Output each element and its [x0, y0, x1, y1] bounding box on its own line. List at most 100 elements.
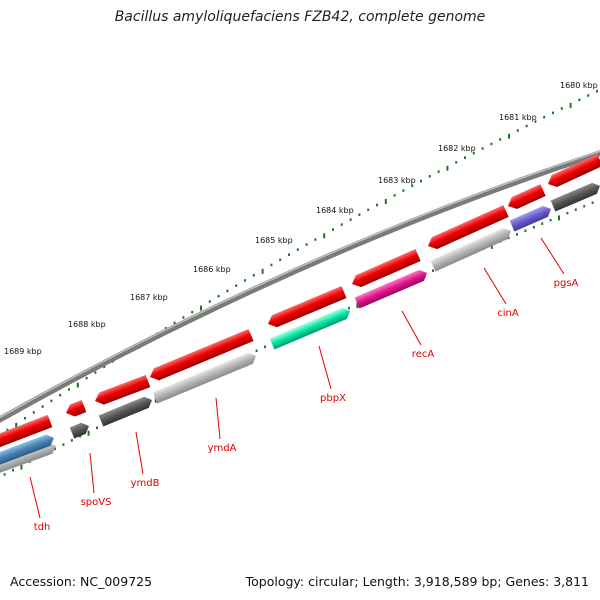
ruler-tick — [279, 258, 282, 262]
ruler-tick — [217, 294, 220, 298]
forward-cds-shape — [0, 414, 53, 448]
ruler-tick — [525, 124, 528, 128]
gene-label-cinA: cinA — [497, 308, 519, 319]
ruler-tick — [226, 289, 229, 293]
tick-labels: 1680 kbp 1681 kbp 1682 kbp 1683 kbp 1684 kbp… — [4, 81, 598, 356]
gene-label-ymdA: ymdA — [208, 443, 237, 454]
ruler-tick — [464, 156, 466, 159]
tick-label: 1686 kbp — [193, 265, 231, 274]
gene-spoVS — [69, 422, 90, 439]
gene-label-pgsA: pgsA — [554, 278, 579, 289]
ruler-tick — [516, 129, 519, 132]
ruler-tick — [305, 243, 308, 246]
ruler-tick — [288, 253, 290, 256]
tick-label: 1687 kbp — [130, 293, 168, 302]
accession-text: Accession: NC_009725 — [10, 574, 153, 589]
ruler-tick — [358, 213, 361, 216]
inner-ruler-tick — [264, 345, 266, 349]
ruler-tick — [252, 274, 255, 277]
ruler-tick — [15, 422, 18, 428]
genome-stats-text: Topology: circular; Length: 3,918,589 bp… — [245, 574, 589, 589]
inner-ruler-tick — [348, 306, 350, 310]
forward-cds-shape — [548, 154, 600, 187]
ruler-tick — [472, 151, 475, 155]
ruler-tick — [103, 365, 106, 369]
ruler-tick — [323, 233, 326, 239]
reverse-cds — [0, 442, 57, 476]
gene-shape — [98, 396, 152, 427]
gene-pgsA — [509, 205, 551, 232]
ruler-tick — [490, 142, 493, 146]
ruler-tick — [578, 98, 581, 102]
ruler-tick — [244, 279, 246, 282]
map-title: Bacillus amyloliquefaciens FZB42, comple… — [114, 9, 486, 25]
gene-callout-line — [540, 237, 565, 275]
ruler-tick — [270, 263, 273, 267]
ruler-tick — [569, 102, 572, 108]
inner-ruler-tick — [516, 233, 518, 236]
inner-ruler-tick — [566, 211, 569, 215]
gene-callout-line — [318, 345, 332, 390]
inner-ruler-tick — [54, 447, 56, 451]
ruler-tick — [552, 111, 554, 115]
ruler-tick — [349, 218, 352, 221]
forward-cds-shape — [268, 286, 347, 328]
gene-shape — [269, 307, 351, 350]
gene-callout-line — [401, 310, 422, 346]
tick-label: 1684 kbp — [316, 206, 354, 215]
inner-ruler-tick — [490, 243, 493, 249]
inner-ruler-tick — [532, 225, 535, 229]
ruler-tick — [164, 327, 167, 330]
genome-backbone-highlight — [0, 150, 600, 419]
gene-shape — [152, 352, 257, 404]
forward-cds — [508, 184, 546, 210]
inner-ruler-tick — [549, 218, 552, 222]
inner-ruler-tick — [591, 201, 594, 204]
ruler-tick — [32, 411, 35, 414]
forward-cds-shape — [428, 205, 509, 250]
tick-marks — [3, 90, 598, 476]
reverse-cds-shape — [550, 182, 600, 212]
forward-cds — [268, 286, 347, 328]
gene-callout-line — [89, 452, 95, 494]
gene-features[interactable] — [0, 154, 600, 476]
tick-label: 1689 kbp — [4, 347, 42, 356]
ruler-tick — [296, 248, 299, 251]
ruler-tick — [420, 179, 422, 183]
ruler-tick — [182, 316, 185, 319]
ruler-tick — [68, 388, 70, 391]
reverse-cds — [550, 182, 600, 212]
tick-label: 1682 kbp — [438, 144, 476, 153]
inner-ruler-tick — [541, 222, 544, 225]
ruler-tick — [41, 405, 44, 408]
ruler-tick — [235, 284, 238, 287]
inner-ruler-tick — [79, 434, 82, 438]
inner-ruler-tick — [12, 468, 14, 472]
ruler-tick — [596, 90, 598, 93]
tick-label: 1688 kbp — [68, 320, 106, 329]
gene-callout-line — [135, 431, 144, 475]
inner-ruler-tick — [255, 349, 258, 353]
ruler-tick — [411, 184, 414, 188]
ruler-tick — [191, 310, 194, 314]
gene-shape — [354, 269, 427, 309]
inner-ruler-tick — [507, 236, 510, 240]
ruler-tick — [376, 203, 378, 207]
tick-label: 1680 kbp — [560, 81, 598, 90]
ruler-tick — [340, 223, 343, 226]
tick-label: 1683 kbp — [378, 176, 416, 185]
inner-ruler-tick — [356, 303, 359, 309]
inner-ruler-tick — [62, 443, 65, 446]
ruler-tick — [481, 147, 484, 150]
gene-callout-line — [29, 476, 41, 519]
genome-backbone — [0, 150, 600, 423]
forward-cds — [95, 374, 151, 405]
inner-ruler-tick — [96, 426, 98, 430]
forward-cds-shape — [150, 328, 254, 381]
ruler-tick — [428, 175, 431, 178]
gene-recA — [354, 269, 427, 309]
ruler-tick — [314, 238, 317, 241]
ruler-tick — [200, 305, 202, 311]
ruler-tick — [393, 194, 396, 197]
